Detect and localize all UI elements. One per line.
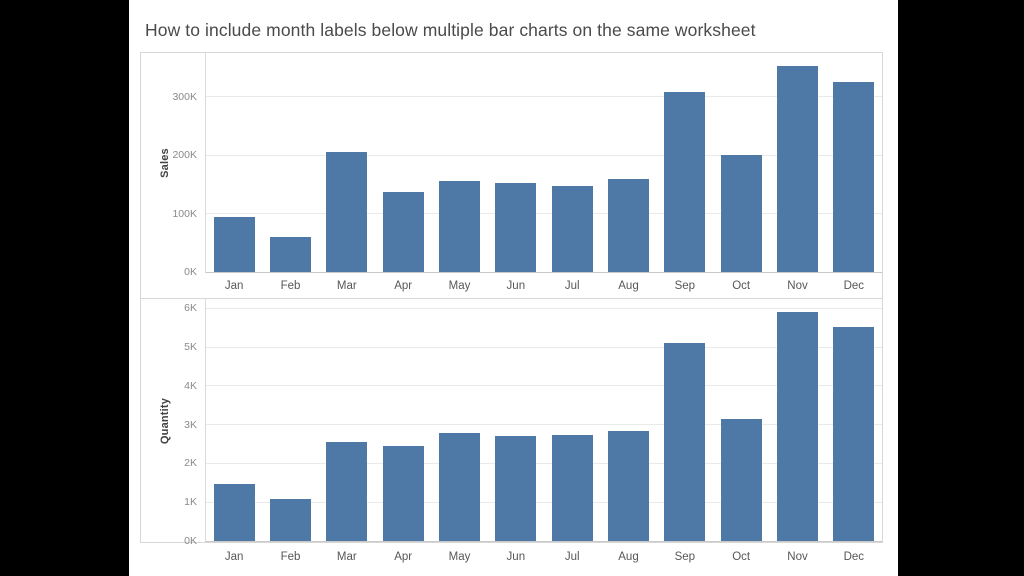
month-label: May [448, 280, 471, 292]
y-tick-label: 100K [172, 207, 197, 220]
month-label: Aug [618, 280, 639, 292]
sales-bar-jun[interactable] [495, 182, 537, 272]
quantity-plot-pane [205, 299, 882, 542]
month-label: Jun [506, 280, 526, 292]
month-label: Feb [280, 280, 301, 292]
quantity-bar-aug[interactable] [608, 431, 649, 541]
sales-bar-apr[interactable] [382, 191, 424, 272]
y-tick-label: 300K [172, 90, 197, 103]
month-axis-bottom: Jan Feb Mar Apr May Jun Jul Aug Sep Oct Nov Dec [206, 545, 882, 569]
gridline [206, 424, 882, 426]
sales-bar-jul[interactable] [551, 186, 593, 272]
month-label: Aug [618, 551, 639, 563]
y-tick-label: 2K [184, 457, 197, 470]
sales-bar-feb[interactable] [270, 237, 311, 272]
gridline [206, 385, 882, 387]
quantity-bar-jul[interactable] [551, 435, 593, 541]
month-label: Dec [843, 551, 865, 563]
month-label: May [448, 551, 471, 563]
month-label: Sep [674, 551, 696, 563]
y-tick-label: 0K [184, 535, 197, 547]
month-label: Jan [224, 551, 244, 563]
quantity-axis-label: Quantity [159, 397, 171, 444]
sales-axis-label: Sales [159, 148, 171, 178]
quantity-bar-apr[interactable] [382, 445, 424, 541]
sales-bar-aug[interactable] [608, 179, 649, 272]
month-label: Jan [224, 280, 244, 292]
y-tick-label: 5K [184, 341, 197, 354]
row-divider [141, 298, 882, 299]
month-label: Oct [732, 551, 751, 563]
chart-title: How to include month labels below multip… [145, 20, 756, 40]
gridline [206, 462, 882, 464]
gridline [206, 346, 882, 348]
worksheet-panel: How to include month labels below multip… [129, 0, 898, 576]
month-label: Nov [787, 551, 808, 563]
quantity-bar-mar[interactable] [326, 441, 368, 541]
quantity-bar-nov[interactable] [777, 312, 818, 541]
quantity-bar-dec[interactable] [833, 327, 875, 541]
gridline [206, 213, 882, 215]
gridline [206, 154, 882, 156]
sales-bar-sep[interactable] [664, 92, 706, 272]
sales-bar-may[interactable] [439, 181, 480, 272]
y-tick-label: 1K [184, 496, 197, 509]
sales-y-axis: Sales 0K 100K 200K 300K [141, 53, 205, 278]
month-label: Feb [280, 551, 301, 563]
quantity-chart-row: Quantity 0K 1K 2K 3K 4K 5K 6K [141, 299, 882, 547]
quantity-bar-may[interactable] [439, 432, 480, 541]
gridline [206, 307, 882, 309]
month-label: Dec [843, 280, 865, 292]
sales-bar-jan[interactable] [213, 216, 255, 272]
sales-bar-mar[interactable] [326, 152, 368, 272]
sales-chart-row: Sales 0K 100K 200K 300K Jan Feb Mar Apr May Jun J… [141, 53, 882, 298]
month-label: Sep [674, 280, 696, 292]
gridline [206, 96, 882, 98]
quantity-bar-jan[interactable] [213, 484, 255, 541]
sales-bar-dec[interactable] [833, 82, 875, 272]
y-tick-label: 4K [184, 379, 197, 392]
sales-plot-pane [205, 53, 882, 273]
quantity-bar-feb[interactable] [270, 498, 311, 541]
quantity-y-axis: Quantity 0K 1K 2K 3K 4K 5K 6K [141, 299, 205, 547]
month-label: Nov [787, 280, 808, 292]
month-axis-top: Jan Feb Mar Apr May Jun Jul Aug Sep Oct Nov Dec [206, 274, 882, 298]
chart-frame: Sales 0K 100K 200K 300K Jan Feb Mar Apr May Jun J… [140, 52, 883, 547]
gridline [206, 501, 882, 503]
sales-bar-nov[interactable] [777, 66, 818, 272]
y-tick-label: 3K [184, 418, 197, 431]
month-label: Oct [732, 280, 751, 292]
month-label: Apr [394, 280, 413, 292]
month-label: Mar [336, 280, 357, 292]
month-label: Jul [564, 280, 580, 292]
month-label: Jun [506, 551, 526, 563]
sales-bar-oct[interactable] [720, 155, 762, 272]
quantity-bar-jun[interactable] [495, 435, 537, 541]
quantity-bar-oct[interactable] [720, 419, 762, 541]
month-label: Mar [336, 551, 357, 563]
y-tick-label: 6K [184, 302, 197, 315]
month-label: Jul [564, 551, 580, 563]
month-label: Apr [394, 551, 413, 563]
quantity-bar-sep[interactable] [664, 342, 706, 541]
y-tick-label: 0K [184, 266, 197, 278]
y-tick-label: 200K [172, 149, 197, 162]
